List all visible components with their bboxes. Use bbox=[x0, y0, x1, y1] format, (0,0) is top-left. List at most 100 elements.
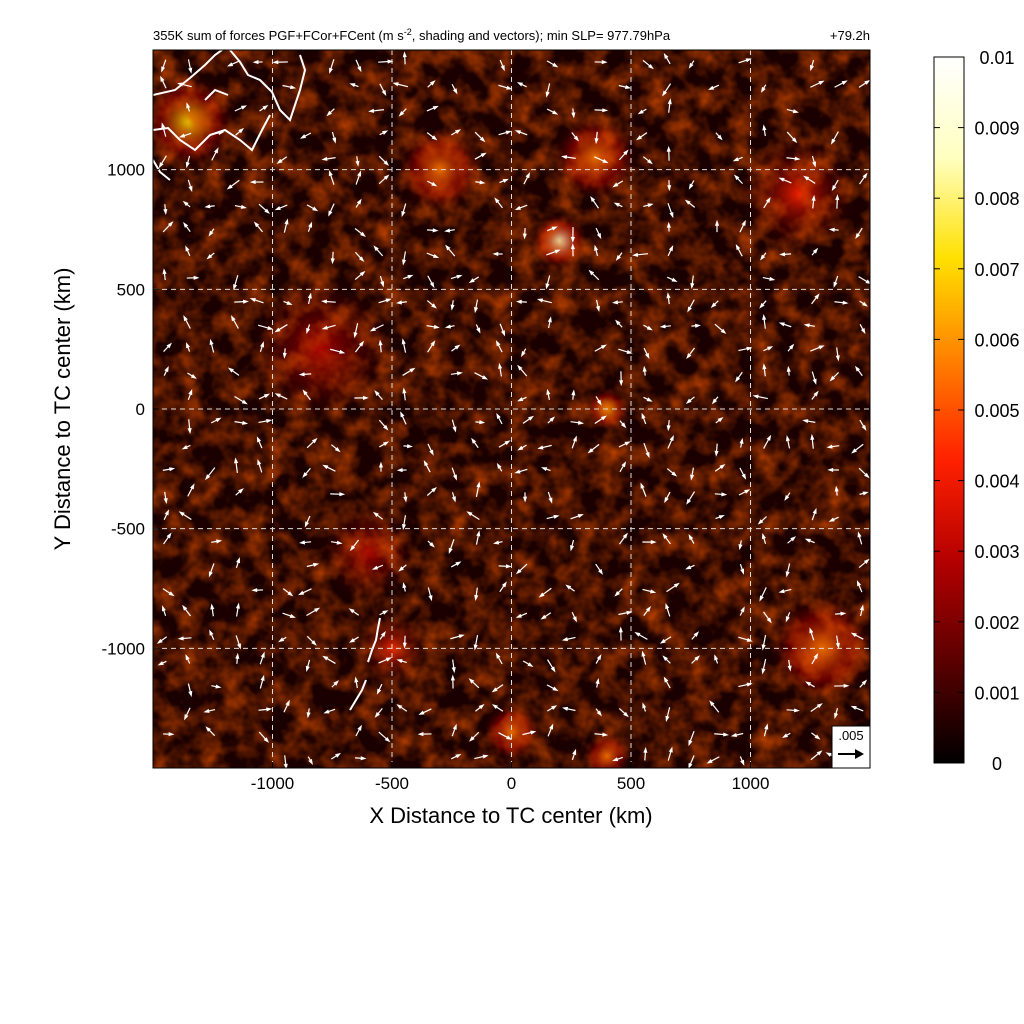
force-vector bbox=[761, 659, 767, 675]
force-vector bbox=[833, 275, 839, 288]
force-vector bbox=[613, 202, 623, 208]
force-vector bbox=[618, 626, 623, 641]
force-vector bbox=[854, 365, 863, 377]
force-vector bbox=[855, 227, 863, 240]
force-vector bbox=[595, 227, 602, 240]
force-vector bbox=[642, 540, 657, 545]
force-vector bbox=[444, 228, 455, 233]
force-vector bbox=[177, 82, 192, 88]
force-vector bbox=[859, 419, 867, 431]
force-vector bbox=[444, 324, 455, 329]
force-vector bbox=[210, 130, 225, 136]
force-vector bbox=[418, 708, 432, 715]
force-vector bbox=[474, 587, 479, 601]
force-vector bbox=[163, 365, 169, 376]
force-vector bbox=[403, 444, 413, 449]
force-vector bbox=[786, 156, 801, 161]
force-vector bbox=[259, 651, 265, 665]
force-vector bbox=[322, 464, 336, 472]
force-vector bbox=[763, 611, 772, 624]
force-vector bbox=[811, 390, 819, 400]
force-vector bbox=[778, 588, 792, 594]
force-vector bbox=[321, 299, 336, 304]
force-vector bbox=[402, 387, 407, 401]
force-vector bbox=[396, 659, 407, 664]
force-vector bbox=[182, 604, 192, 617]
force-vector bbox=[498, 362, 503, 377]
force-vector bbox=[491, 684, 504, 693]
force-vector bbox=[498, 440, 511, 448]
force-vector bbox=[475, 324, 481, 334]
reference-vector-box: .005 bbox=[831, 725, 871, 769]
force-vector bbox=[498, 564, 512, 569]
force-vector bbox=[634, 632, 648, 640]
force-vector bbox=[762, 124, 767, 137]
force-vector bbox=[709, 700, 720, 713]
force-vector bbox=[304, 515, 311, 528]
force-vector bbox=[733, 174, 743, 185]
force-vector bbox=[666, 582, 680, 593]
force-vector bbox=[379, 631, 386, 640]
force-vector bbox=[211, 539, 223, 544]
force-vector bbox=[326, 108, 335, 117]
force-vector bbox=[282, 84, 297, 90]
force-vector bbox=[498, 732, 513, 740]
force-vector bbox=[161, 59, 167, 73]
force-vector bbox=[667, 180, 672, 192]
force-vector bbox=[209, 338, 215, 353]
x-tick-label: 1000 bbox=[732, 774, 770, 793]
force-vector bbox=[571, 389, 576, 400]
force-vector bbox=[859, 324, 866, 335]
force-vector bbox=[571, 612, 577, 623]
force-vector bbox=[323, 708, 336, 714]
force-vector bbox=[495, 652, 503, 665]
force-vector bbox=[163, 204, 168, 215]
force-vector bbox=[834, 485, 839, 496]
force-vector bbox=[475, 420, 486, 425]
force-vector bbox=[379, 83, 387, 97]
force-vector bbox=[499, 178, 509, 184]
force-vector bbox=[450, 634, 465, 640]
force-vector bbox=[496, 412, 503, 425]
force-vector bbox=[305, 659, 311, 672]
force-vector bbox=[810, 750, 823, 761]
force-vector bbox=[283, 755, 288, 768]
force-vector bbox=[522, 228, 527, 240]
force-vector bbox=[762, 276, 776, 281]
colorbar: 0 0.001 0.002 0.003 0.004 0.005 0.006 0.007 0.00… bbox=[933, 48, 1020, 774]
force-vector bbox=[643, 347, 650, 360]
force-vector bbox=[208, 563, 215, 578]
force-vector bbox=[688, 180, 695, 190]
force-vector bbox=[234, 420, 249, 425]
y-tick-label: 0 bbox=[136, 400, 145, 419]
force-vector bbox=[205, 467, 216, 481]
force-vector bbox=[811, 247, 819, 256]
reference-vector-label: .005 bbox=[838, 728, 863, 743]
force-vector bbox=[802, 419, 816, 424]
force-vector bbox=[663, 52, 671, 65]
force-vector bbox=[403, 274, 414, 280]
force-vector bbox=[396, 468, 407, 473]
force-vector bbox=[233, 275, 239, 291]
force-vector bbox=[348, 608, 360, 616]
force-vector bbox=[234, 396, 248, 405]
force-vector bbox=[499, 59, 505, 72]
reference-arrow bbox=[838, 749, 864, 759]
force-vector bbox=[760, 84, 767, 93]
force-vector bbox=[738, 636, 753, 642]
force-vector bbox=[426, 324, 440, 329]
force-vector bbox=[595, 708, 602, 717]
force-vector bbox=[715, 132, 723, 141]
force-vector bbox=[354, 270, 366, 281]
y-tick-label: -1000 bbox=[102, 639, 145, 658]
force-vector bbox=[402, 635, 407, 649]
force-vector bbox=[249, 179, 264, 185]
force-vector bbox=[234, 299, 249, 304]
force-vector bbox=[474, 131, 486, 143]
force-vector bbox=[322, 655, 336, 664]
force-vector bbox=[474, 372, 489, 380]
force-vector bbox=[595, 299, 600, 313]
force-vector bbox=[330, 492, 346, 497]
force-vector bbox=[561, 636, 576, 642]
force-vector bbox=[537, 444, 552, 450]
